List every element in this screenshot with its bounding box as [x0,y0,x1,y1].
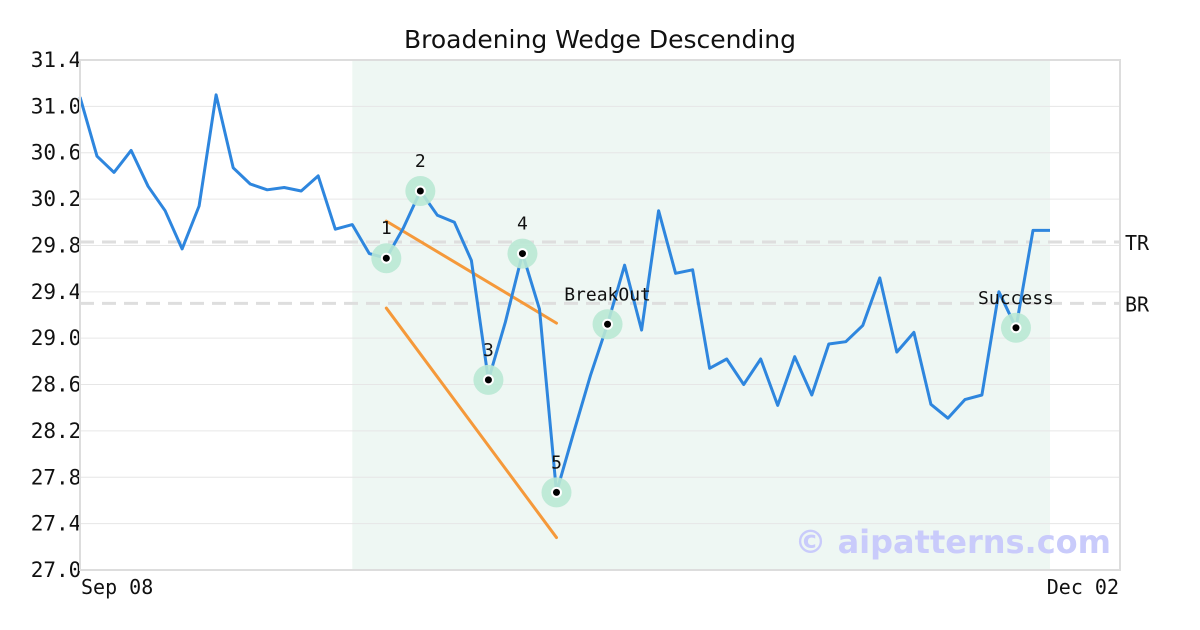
y-tick-label: 27.4 [31,512,82,536]
pivot-label-breakout: BreakOut [564,284,651,305]
pivot-label-success: Success [978,288,1054,309]
y-tick-label: 27.8 [31,465,82,489]
pivot-dot-5 [552,488,560,496]
y-tick-label: 31.4 [31,48,82,72]
y-tick-label: 27.0 [31,558,82,582]
y-tick-label: 29.4 [31,280,82,304]
trend-line-2 [384,306,558,540]
chart-title: Broadening Wedge Descending [404,25,796,54]
pivot-label-2: 2 [415,151,426,172]
y-tick-label: 28.6 [31,373,82,397]
pivot-dot-breakout [604,320,612,328]
price-series-line [78,93,1050,494]
y-tick-label: 29.0 [31,326,82,350]
pivot-dot-3 [484,376,492,384]
plot-frame [79,59,1121,571]
y-tick-label: 28.2 [31,419,82,443]
pivot-dot-2 [416,187,424,195]
reference-label-br: BR [1125,292,1150,316]
pivot-dot-1 [382,254,390,262]
y-tick-label: 30.2 [31,187,82,211]
pivot-point-group: 1 2 3 4 5 BreakOut Success [371,151,1054,508]
pivot-dot-success [1012,324,1020,332]
y-tick-group: 27.0 27.4 27.8 28.2 28.6 29.0 29.4 29.8 30.2 30.6… [31,48,82,582]
trend-line-1 [384,219,558,325]
y-tick-label: 30.6 [31,141,82,165]
pivot-dot-4 [518,250,526,258]
reference-line-group: TR BR [80,231,1150,316]
y-tick-label: 29.8 [31,233,82,257]
pivot-label-1: 1 [381,218,392,239]
x-tick-label-start: Sep 08 [81,575,153,599]
pivot-label-5: 5 [551,452,562,473]
watermark: © aipatterns.com [794,523,1111,561]
series-group [78,93,1050,494]
x-tick-label-end: Dec 02 [1047,575,1119,599]
y-tick-label: 31.0 [31,94,82,118]
trend-line-group [384,219,558,540]
reference-label-tr: TR [1125,231,1150,255]
pivot-label-4: 4 [517,214,528,235]
pivot-label-3: 3 [483,340,494,361]
